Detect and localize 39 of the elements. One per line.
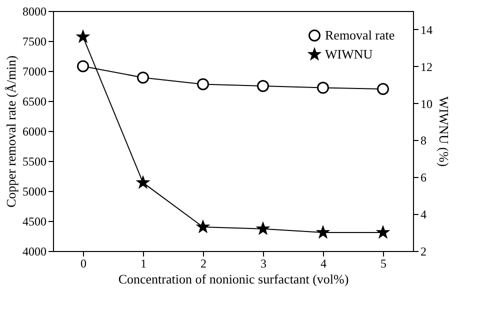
y2-axis-title: WIWNU (%) xyxy=(436,96,452,167)
x-tick-label: 1 xyxy=(140,256,146,270)
point xyxy=(76,30,90,42)
y-tick-label: 5000 xyxy=(22,184,46,198)
x-tick-label: 2 xyxy=(200,256,206,270)
y-tick-label: 5500 xyxy=(22,154,46,168)
x-axis-title: Concentration of nonionic surfactant (vol%) xyxy=(118,272,349,286)
y-tick-label: 4500 xyxy=(22,214,46,228)
point xyxy=(377,83,389,95)
point xyxy=(196,220,210,232)
point xyxy=(77,60,89,72)
y-tick-label: 7500 xyxy=(22,34,46,48)
point xyxy=(257,80,269,92)
point xyxy=(376,226,390,238)
y2-tick-label: 2 xyxy=(420,244,426,258)
point xyxy=(317,82,329,94)
y2-tick-label: 4 xyxy=(420,208,426,222)
y-tick-label: 6000 xyxy=(22,124,46,138)
point xyxy=(256,222,270,234)
x-tick-label: 4 xyxy=(320,256,326,270)
x-tick-label: 5 xyxy=(380,256,386,270)
point xyxy=(137,72,149,84)
legend-label: Removal rate xyxy=(325,28,395,42)
y-tick-label: 7000 xyxy=(22,64,46,78)
x-tick-label: 0 xyxy=(80,256,86,270)
y-tick-label: 8000 xyxy=(22,4,46,18)
y2-tick-label: 10 xyxy=(420,96,432,111)
y2-tick-label: 8 xyxy=(420,134,426,148)
y2-tick-label: 12 xyxy=(420,60,432,74)
y2-tick-label: 6 xyxy=(420,170,426,185)
y2-tick-label: 14 xyxy=(420,22,432,37)
legend-label: WIWNU xyxy=(325,46,374,62)
x-tick-label: 3 xyxy=(260,256,266,270)
y-tick-label: 4000 xyxy=(22,244,46,258)
point xyxy=(136,176,150,188)
point xyxy=(197,78,209,90)
point xyxy=(316,226,330,238)
y-tick-label: 6500 xyxy=(22,94,46,108)
y-axis-title: Copper removal rate (Å/min) xyxy=(4,56,18,208)
